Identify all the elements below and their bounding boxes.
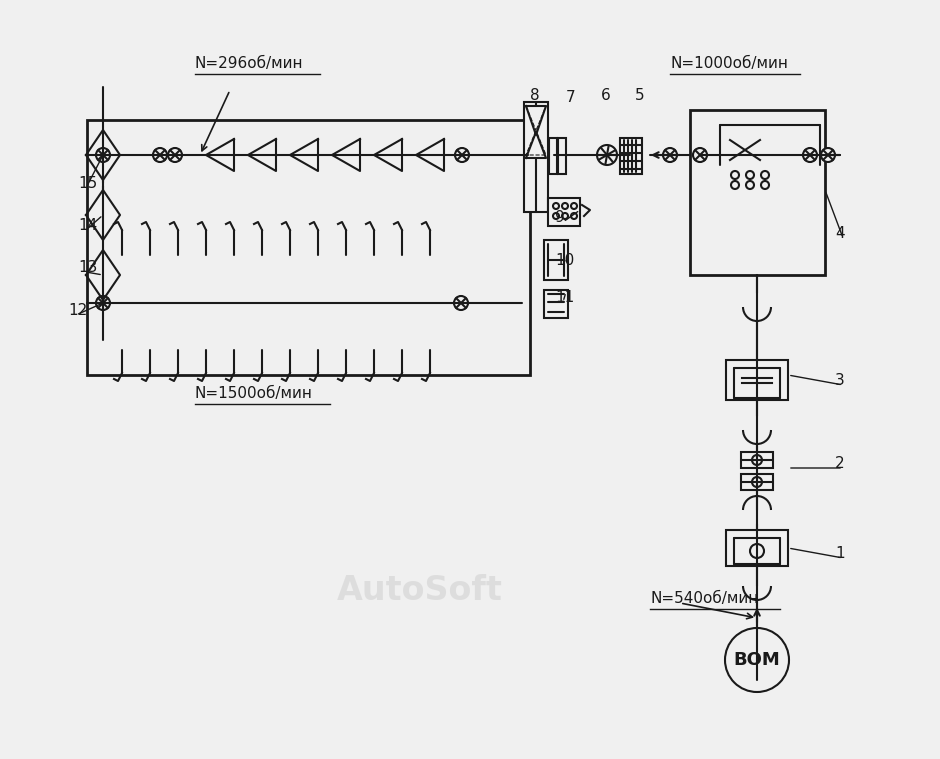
Text: 9: 9 (555, 210, 565, 225)
Bar (726, 530, 788, 566)
Circle shape (553, 213, 559, 219)
Circle shape (731, 181, 739, 189)
Circle shape (663, 148, 677, 162)
Text: 7: 7 (566, 90, 575, 105)
Text: N=1000об/мин: N=1000об/мин (670, 56, 788, 71)
Circle shape (803, 148, 817, 162)
Bar (741, 474, 773, 490)
Text: N=540об/мин: N=540об/мин (650, 591, 759, 606)
Bar (726, 360, 788, 400)
Circle shape (553, 203, 559, 209)
Circle shape (693, 148, 707, 162)
Circle shape (455, 148, 469, 162)
Circle shape (454, 296, 468, 310)
Bar (87, 120, 530, 375)
Circle shape (571, 213, 577, 219)
Circle shape (761, 171, 769, 179)
Bar (620, 138, 642, 174)
Text: 15: 15 (78, 176, 97, 191)
Text: AutoSoft: AutoSoft (337, 574, 503, 607)
Circle shape (562, 213, 568, 219)
Bar (524, 102, 548, 212)
Bar (544, 240, 568, 280)
Text: 13: 13 (78, 260, 98, 275)
Text: 1: 1 (835, 546, 845, 561)
Text: 4: 4 (835, 226, 845, 241)
Circle shape (562, 203, 568, 209)
Circle shape (731, 171, 739, 179)
Text: 2: 2 (835, 456, 845, 471)
Circle shape (752, 455, 762, 465)
Bar (690, 110, 825, 275)
Circle shape (761, 181, 769, 189)
Text: 10: 10 (555, 253, 574, 268)
Text: N=1500об/мин: N=1500об/мин (195, 386, 313, 401)
Circle shape (96, 148, 110, 162)
Text: 14: 14 (78, 218, 97, 233)
Text: N=296об/мин: N=296об/мин (195, 56, 304, 71)
Text: 5: 5 (635, 88, 645, 103)
Circle shape (752, 477, 762, 487)
Circle shape (571, 203, 577, 209)
Circle shape (168, 148, 182, 162)
Circle shape (821, 148, 835, 162)
Bar (558, 138, 566, 174)
Bar (549, 138, 557, 174)
Text: ВОМ: ВОМ (733, 651, 780, 669)
Polygon shape (526, 132, 546, 158)
Circle shape (597, 145, 617, 165)
Polygon shape (526, 106, 546, 135)
Bar (741, 452, 773, 468)
Bar (548, 198, 580, 226)
Circle shape (725, 628, 789, 692)
Circle shape (96, 296, 110, 310)
Text: 3: 3 (835, 373, 845, 388)
Bar (544, 290, 568, 318)
Circle shape (153, 148, 167, 162)
Circle shape (746, 171, 754, 179)
Text: 6: 6 (601, 88, 611, 103)
Circle shape (746, 181, 754, 189)
Text: 12: 12 (68, 303, 87, 318)
Circle shape (750, 544, 764, 558)
Text: 11: 11 (555, 290, 574, 305)
Text: 8: 8 (530, 88, 540, 103)
